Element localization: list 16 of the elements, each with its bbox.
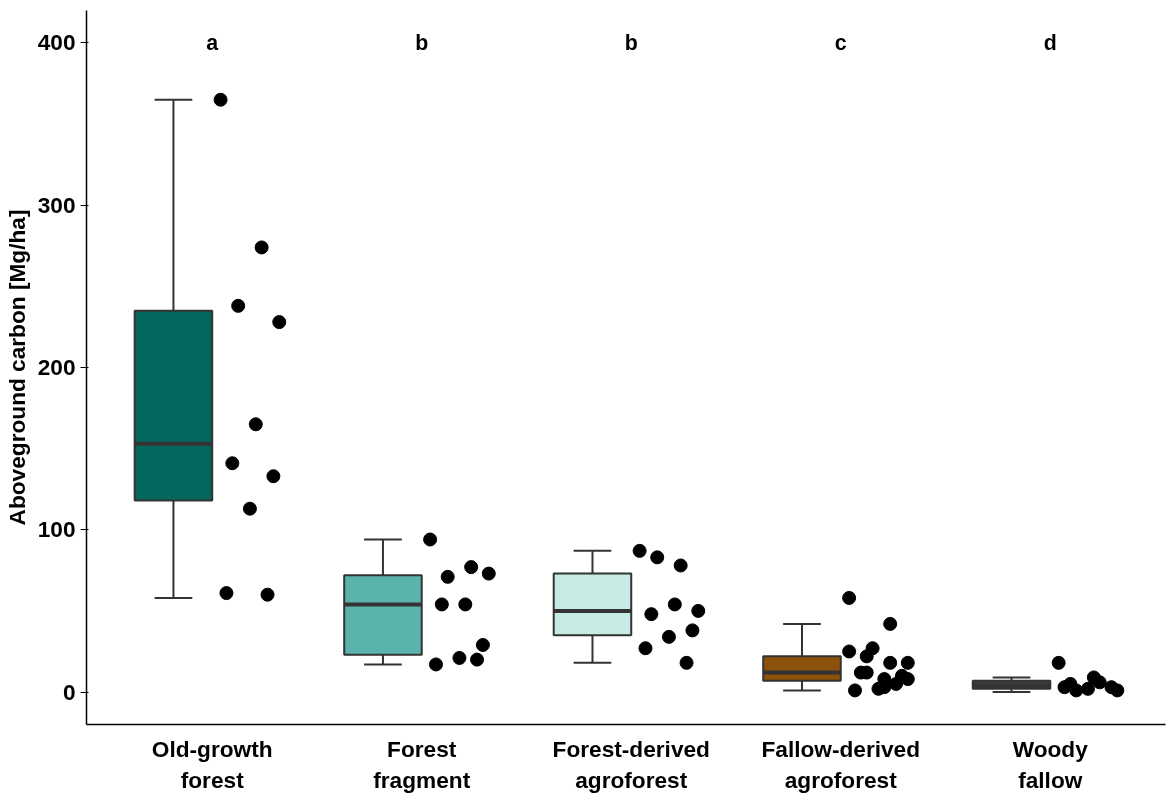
x-tick-label: Old-growth forest (151, 735, 273, 793)
annotation: a (206, 30, 219, 55)
y-tick-label: 0 (62, 678, 76, 705)
x-tick-label: Fallow-derived agroforest (761, 735, 921, 793)
y-tick-label: 400 (37, 29, 76, 56)
annotation: b (415, 30, 429, 55)
annotation: c (834, 30, 847, 55)
x-tick-label: Woody fallow (1012, 735, 1089, 793)
x-tick-label: Forest fragment (373, 735, 471, 793)
annotation: b (624, 30, 638, 55)
annotation: d (1043, 30, 1057, 55)
y-tick-label: 200 (37, 354, 76, 380)
y-tick-label: 300 (37, 191, 76, 218)
y-axis-title: Aboveground carbon [Mg/ha] (3, 209, 30, 526)
x-tick-label: Forest-derived agroforest (552, 735, 710, 793)
y-tick-label: 100 (37, 516, 76, 543)
